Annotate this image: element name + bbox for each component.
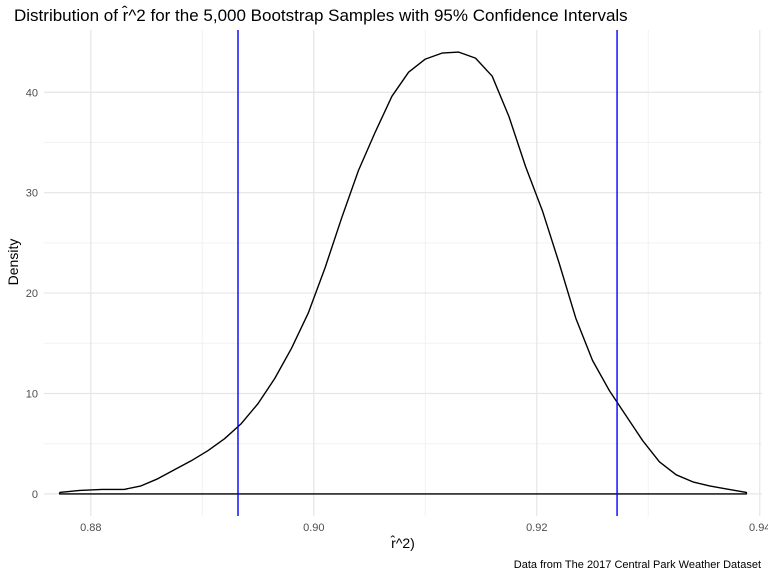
density-curve bbox=[58, 51, 748, 495]
y-tick-label: 0 bbox=[32, 489, 38, 501]
x-axis-title: r̂^2) bbox=[390, 534, 415, 551]
y-tick-label: 40 bbox=[26, 87, 38, 99]
y-tick-label: 20 bbox=[26, 288, 38, 300]
y-tick-label: 30 bbox=[26, 188, 38, 200]
x-tick-label: 0.92 bbox=[526, 522, 547, 534]
chart-title: Distribution of r̂^2 for the 5,000 Boots… bbox=[14, 5, 628, 25]
gridlines bbox=[44, 30, 762, 516]
y-tick-label: 10 bbox=[26, 388, 38, 400]
chart-caption: Data from The 2017 Central Park Weather … bbox=[514, 559, 761, 571]
tick-labels: 0.88 0.90 0.92 0.94 0 10 20 30 40 bbox=[26, 87, 768, 534]
x-tick-label: 0.88 bbox=[80, 522, 101, 534]
x-tick-label: 0.94 bbox=[749, 522, 768, 534]
plot-area bbox=[58, 30, 748, 516]
x-tick-label: 0.90 bbox=[303, 522, 324, 534]
y-axis-title: Density bbox=[5, 239, 21, 286]
